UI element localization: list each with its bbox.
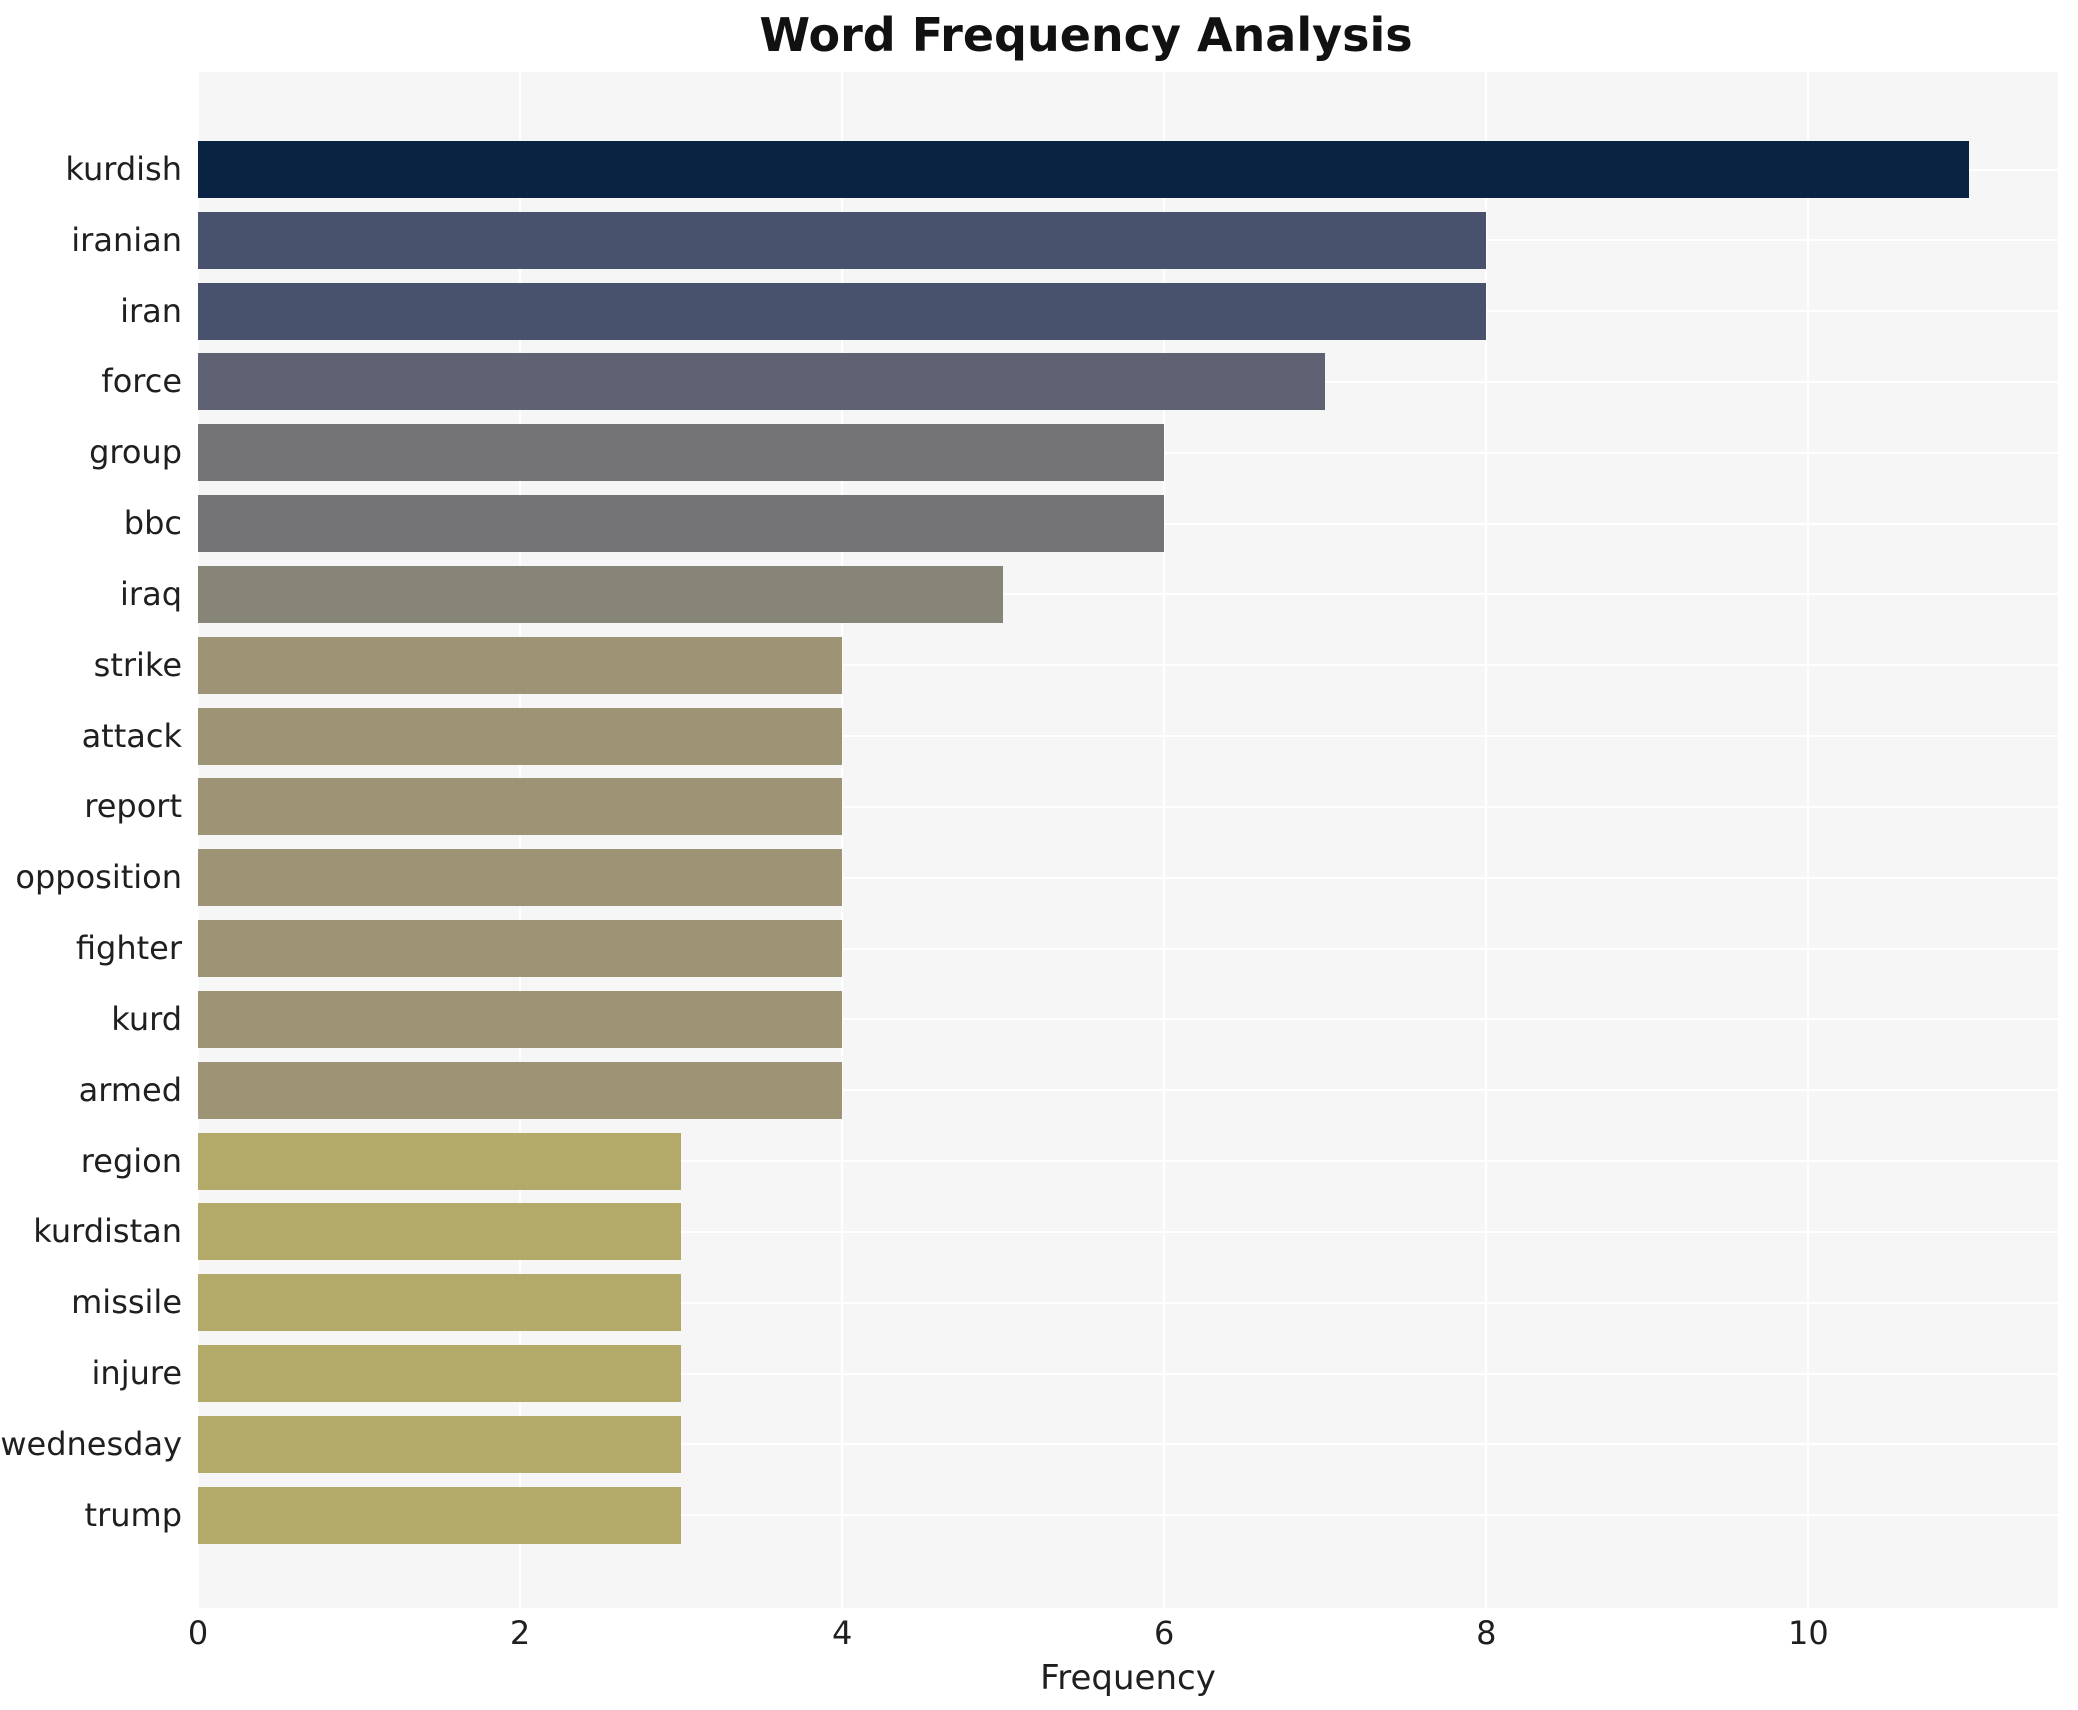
bar-row: bbc (124, 495, 2058, 553)
bar-region (198, 1132, 682, 1190)
x-tick-label: 10 (1788, 1614, 1829, 1652)
y-axis-label-group: group (89, 433, 182, 472)
y-axis-label-opposition: opposition (15, 858, 182, 897)
bar-row: armed (79, 1061, 2058, 1119)
bar-row: opposition (15, 849, 2058, 907)
gridline-y (198, 593, 2058, 596)
bar-strike (198, 636, 843, 694)
gridline-x (1807, 72, 1810, 1608)
y-axis-label-kurd: kurd (111, 999, 182, 1038)
y-axis-label-fighter: fighter (75, 929, 182, 968)
bar-trump (198, 1486, 682, 1544)
bar-injure (198, 1345, 682, 1403)
gridline-x (197, 72, 199, 1608)
gridline-y (198, 1160, 2058, 1163)
bar-row: fighter (76, 920, 2058, 978)
bar-wednesday (198, 1415, 682, 1473)
gridline-y (198, 1514, 2058, 1517)
bar-missile (198, 1274, 682, 1332)
gridline-y (198, 1301, 2058, 1304)
plot-area: kurdish iranian iran force group bbc iraq strik… (0, 72, 2058, 1608)
bar-row: iranian (71, 211, 2058, 269)
y-axis-label-iraq: iraq (120, 574, 182, 613)
y-axis-label-strike: strike (93, 645, 182, 684)
y-axis-label-bbc: bbc (123, 504, 182, 543)
bar-row: kurd (111, 990, 2058, 1048)
chart-title: Word Frequency Analysis (759, 8, 1413, 62)
y-axis-label-report: report (84, 787, 182, 826)
gridline-y (198, 735, 2058, 738)
bar-kurdistan (198, 1203, 682, 1261)
bar-armed (198, 1061, 843, 1119)
bar-row: report (84, 778, 2058, 836)
gridline-x (841, 72, 844, 1608)
bar-iranian (198, 211, 1487, 269)
bar-force (198, 353, 1326, 411)
x-tick-label: 4 (831, 1614, 853, 1652)
bar-group (198, 424, 1165, 482)
bar-attack (198, 707, 843, 765)
y-axis-label-attack: attack (81, 716, 182, 755)
bar-iraq (198, 565, 1004, 623)
bar-report (198, 778, 843, 836)
bar-fighter (198, 920, 843, 978)
y-axis-label-missile: missile (71, 1283, 182, 1322)
gridline-y (198, 664, 2058, 667)
bar-row: missile (71, 1274, 2058, 1332)
bar-kurdish (198, 141, 1970, 198)
gridline-y (198, 805, 2058, 808)
bar-bbc (198, 495, 1165, 553)
x-axis-title: Frequency (1040, 1658, 1216, 1698)
bar-row: wednesday (0, 1415, 2058, 1473)
x-tick-label: 0 (187, 1614, 209, 1652)
bar-iran (198, 282, 1487, 340)
bar-kurd (198, 990, 843, 1048)
x-tick-label: 8 (1476, 1614, 1497, 1652)
gridline-x (1485, 72, 1488, 1608)
bar-row: kurdistan (33, 1203, 2058, 1261)
bar-row: group (89, 424, 2058, 482)
y-axis-label-iran: iran (120, 291, 182, 330)
y-axis-label-force: force (101, 362, 182, 401)
y-axis-label-trump: trump (84, 1495, 182, 1534)
bar-row: injure (92, 1345, 2058, 1403)
gridline-y (198, 947, 2058, 950)
gridline-y (198, 1372, 2058, 1375)
gridline-y (198, 1089, 2058, 1092)
bar-row: force (101, 353, 2058, 411)
gridline-y (198, 876, 2058, 879)
bar-row: kurdish (65, 141, 2058, 198)
y-axis-label-kurdish: kurdish (65, 150, 182, 188)
gridline-y (198, 1230, 2058, 1233)
x-tick-label: 2 (509, 1614, 531, 1652)
gridline-x (1163, 72, 1166, 1608)
y-axis-label-iranian: iranian (71, 220, 182, 259)
y-axis-label-armed: armed (78, 1070, 182, 1109)
y-axis-label-region: region (80, 1141, 182, 1180)
x-tick-label: 6 (1154, 1614, 1175, 1652)
y-axis-label-wednesday: wednesday (0, 1424, 182, 1463)
y-axis-label-injure: injure (91, 1354, 182, 1393)
bar-opposition (198, 849, 843, 907)
bar-row: attack (82, 707, 2058, 765)
bar-row: strike (94, 636, 2058, 694)
gridline-x (519, 72, 522, 1608)
bar-row: region (81, 1132, 2058, 1190)
y-axis-label-kurdistan: kurdistan (33, 1212, 182, 1251)
bar-row: trump (85, 1486, 2058, 1544)
bar-row: iraq (120, 565, 2058, 623)
gridline-y (198, 1443, 2058, 1446)
bar-row: iran (120, 282, 2058, 340)
gridline-y (198, 1018, 2058, 1021)
